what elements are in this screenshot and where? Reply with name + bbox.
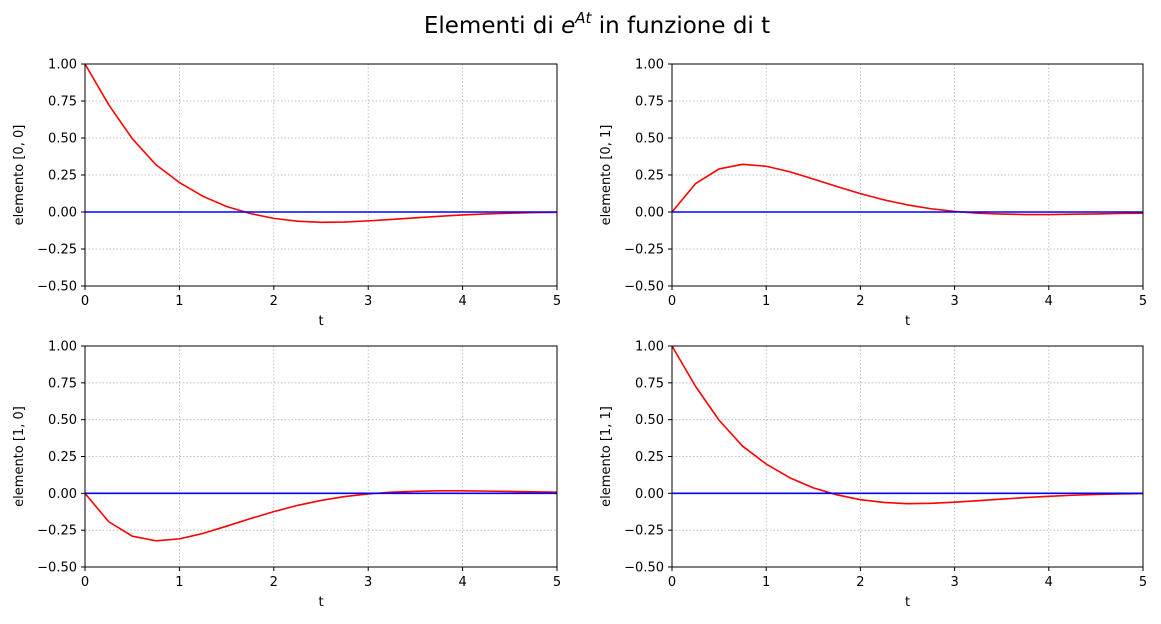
subplot-3-xtick-label-0: 0 [81, 575, 89, 590]
subplot-4-ytick-label-1: 0.75 [635, 376, 664, 391]
subplot-4-series-1-line [671, 345, 1144, 505]
subplot-2-ytick-label-6: −0.50 [624, 280, 664, 295]
subplot-1-ytick-label-6: −0.50 [37, 280, 77, 295]
figure-title-sup: At [574, 9, 592, 27]
subplot-2-frame [671, 63, 1144, 287]
subplot-1-xtick-label-0: 0 [81, 294, 89, 309]
subplot-2-xtick-label-2: 2 [856, 294, 864, 309]
subplot-3-ytick-label-3: 0.25 [48, 450, 77, 465]
figure-title-rest: in funzione di t [591, 13, 770, 39]
subplot-4-xtick-label-4: 4 [1045, 575, 1053, 590]
subplot-3-series-1-line [84, 490, 558, 542]
subplot-3: 0 1 2 3 4 5 1.00 0.75 0.50 0.25 0.00 −0.25 −0.50 t ele… [12, 340, 561, 611]
figure-title-base: e [561, 13, 575, 39]
subplot-2-xtick-label-4: 4 [1045, 294, 1053, 309]
figure-title-main: Elementi di [424, 13, 561, 39]
subplot-1: 0 1 2 3 4 5 1.00 0.75 0.50 0.25 0.00 −0.25 −0.50 t ele… [12, 58, 561, 330]
figure-title: Elementi di eAt in funzione di t [424, 9, 770, 39]
subplot-2-xtick-label-0: 0 [668, 294, 676, 309]
subplot-4-xlabel: t [905, 595, 910, 610]
subplot-1-ytick-label-1: 0.75 [48, 95, 77, 110]
subplot-2: 0 1 2 3 4 5 1.00 0.75 0.50 0.25 0.00 −0.25 −0.50 t ele… [599, 58, 1147, 330]
subplot-2-ytick-label-1: 0.75 [635, 95, 664, 110]
subplot-3-xtick-label-1: 1 [175, 575, 183, 590]
subplot-3-xtick-label-3: 3 [364, 575, 372, 590]
subplot-4-ytick-label-2: 0.50 [635, 413, 664, 428]
subplot-3-ytick-label-2: 0.50 [48, 413, 77, 428]
subplot-4-xtick-label-0: 0 [668, 575, 676, 590]
subplot-3-xtick-label-4: 4 [458, 575, 466, 590]
subplot-3-ylabel: elemento [1, 0] [12, 406, 27, 507]
subplot-2-series-1-line [671, 163, 1144, 216]
subplot-3-xtick-label-2: 2 [270, 575, 278, 590]
subplot-1-xtick-label-3: 3 [364, 294, 372, 309]
subplot-2-ytick-label-4: 0.00 [635, 206, 664, 221]
subplot-1-series-1-line [84, 63, 558, 224]
subplot-1-ytick-label-5: −0.25 [37, 243, 77, 258]
subplot-4-ytick-label-6: −0.50 [624, 561, 664, 576]
subplot-4-ytick-label-5: −0.25 [624, 524, 664, 539]
subplot-3-ytick-label-1: 0.75 [48, 376, 77, 391]
subplot-4-xtick-label-3: 3 [950, 575, 958, 590]
subplot-3-xtick-label-5: 5 [553, 575, 561, 590]
subplot-2-xtick-label-1: 1 [762, 294, 770, 309]
subplot-2-ytick-label-0: 1.00 [635, 58, 664, 73]
subplot-1-ylabel: elemento [0, 0] [12, 125, 27, 226]
subplot-2-ytick-label-3: 0.25 [635, 169, 664, 184]
subplot-4-xtick-label-5: 5 [1139, 575, 1147, 590]
subplot-1-ytick-label-4: 0.00 [48, 206, 77, 221]
subplot-1-xtick-label-1: 1 [175, 294, 183, 309]
subplot-2-xtick-label-5: 5 [1139, 294, 1147, 309]
subplot-3-frame [84, 345, 558, 568]
subplot-2-xtick-label-3: 3 [950, 294, 958, 309]
subplot-1-xtick-label-2: 2 [270, 294, 278, 309]
subplot-4: 0 1 2 3 4 5 1.00 0.75 0.50 0.25 0.00 −0.25 −0.50 t ele… [599, 340, 1147, 611]
subplot-1-xlabel: t [318, 314, 323, 329]
subplot-4-xtick-label-1: 1 [762, 575, 770, 590]
subplot-4-ytick-label-0: 1.00 [635, 340, 664, 355]
subplot-3-ytick-label-6: −0.50 [37, 561, 77, 576]
subplot-2-ytick-label-5: −0.25 [624, 243, 664, 258]
subplot-3-xlabel: t [318, 595, 323, 610]
subplot-3-ytick-label-0: 1.00 [48, 340, 77, 355]
subplot-1-xtick-label-5: 5 [553, 294, 561, 309]
subplot-3-ytick-label-4: 0.00 [48, 487, 77, 502]
subplot-4-ylabel: elemento [1, 1] [599, 406, 614, 507]
subplot-1-ytick-label-0: 1.00 [48, 58, 77, 73]
subplot-1-ytick-label-2: 0.50 [48, 132, 77, 147]
subplot-1-ytick-label-3: 0.25 [48, 169, 77, 184]
subplot-3-ytick-label-5: −0.25 [37, 524, 77, 539]
subplot-2-xlabel: t [905, 314, 910, 329]
subplot-1-frame [84, 63, 558, 287]
subplot-4-ytick-label-3: 0.25 [635, 450, 664, 465]
subplot-2-ytick-label-2: 0.50 [635, 132, 664, 147]
subplot-4-ytick-label-4: 0.00 [635, 487, 664, 502]
subplot-4-frame [671, 345, 1144, 568]
subplot-4-xtick-label-2: 2 [856, 575, 864, 590]
subplot-2-ylabel: elemento [0, 1] [599, 125, 614, 226]
subplot-1-xtick-label-4: 4 [458, 294, 466, 309]
